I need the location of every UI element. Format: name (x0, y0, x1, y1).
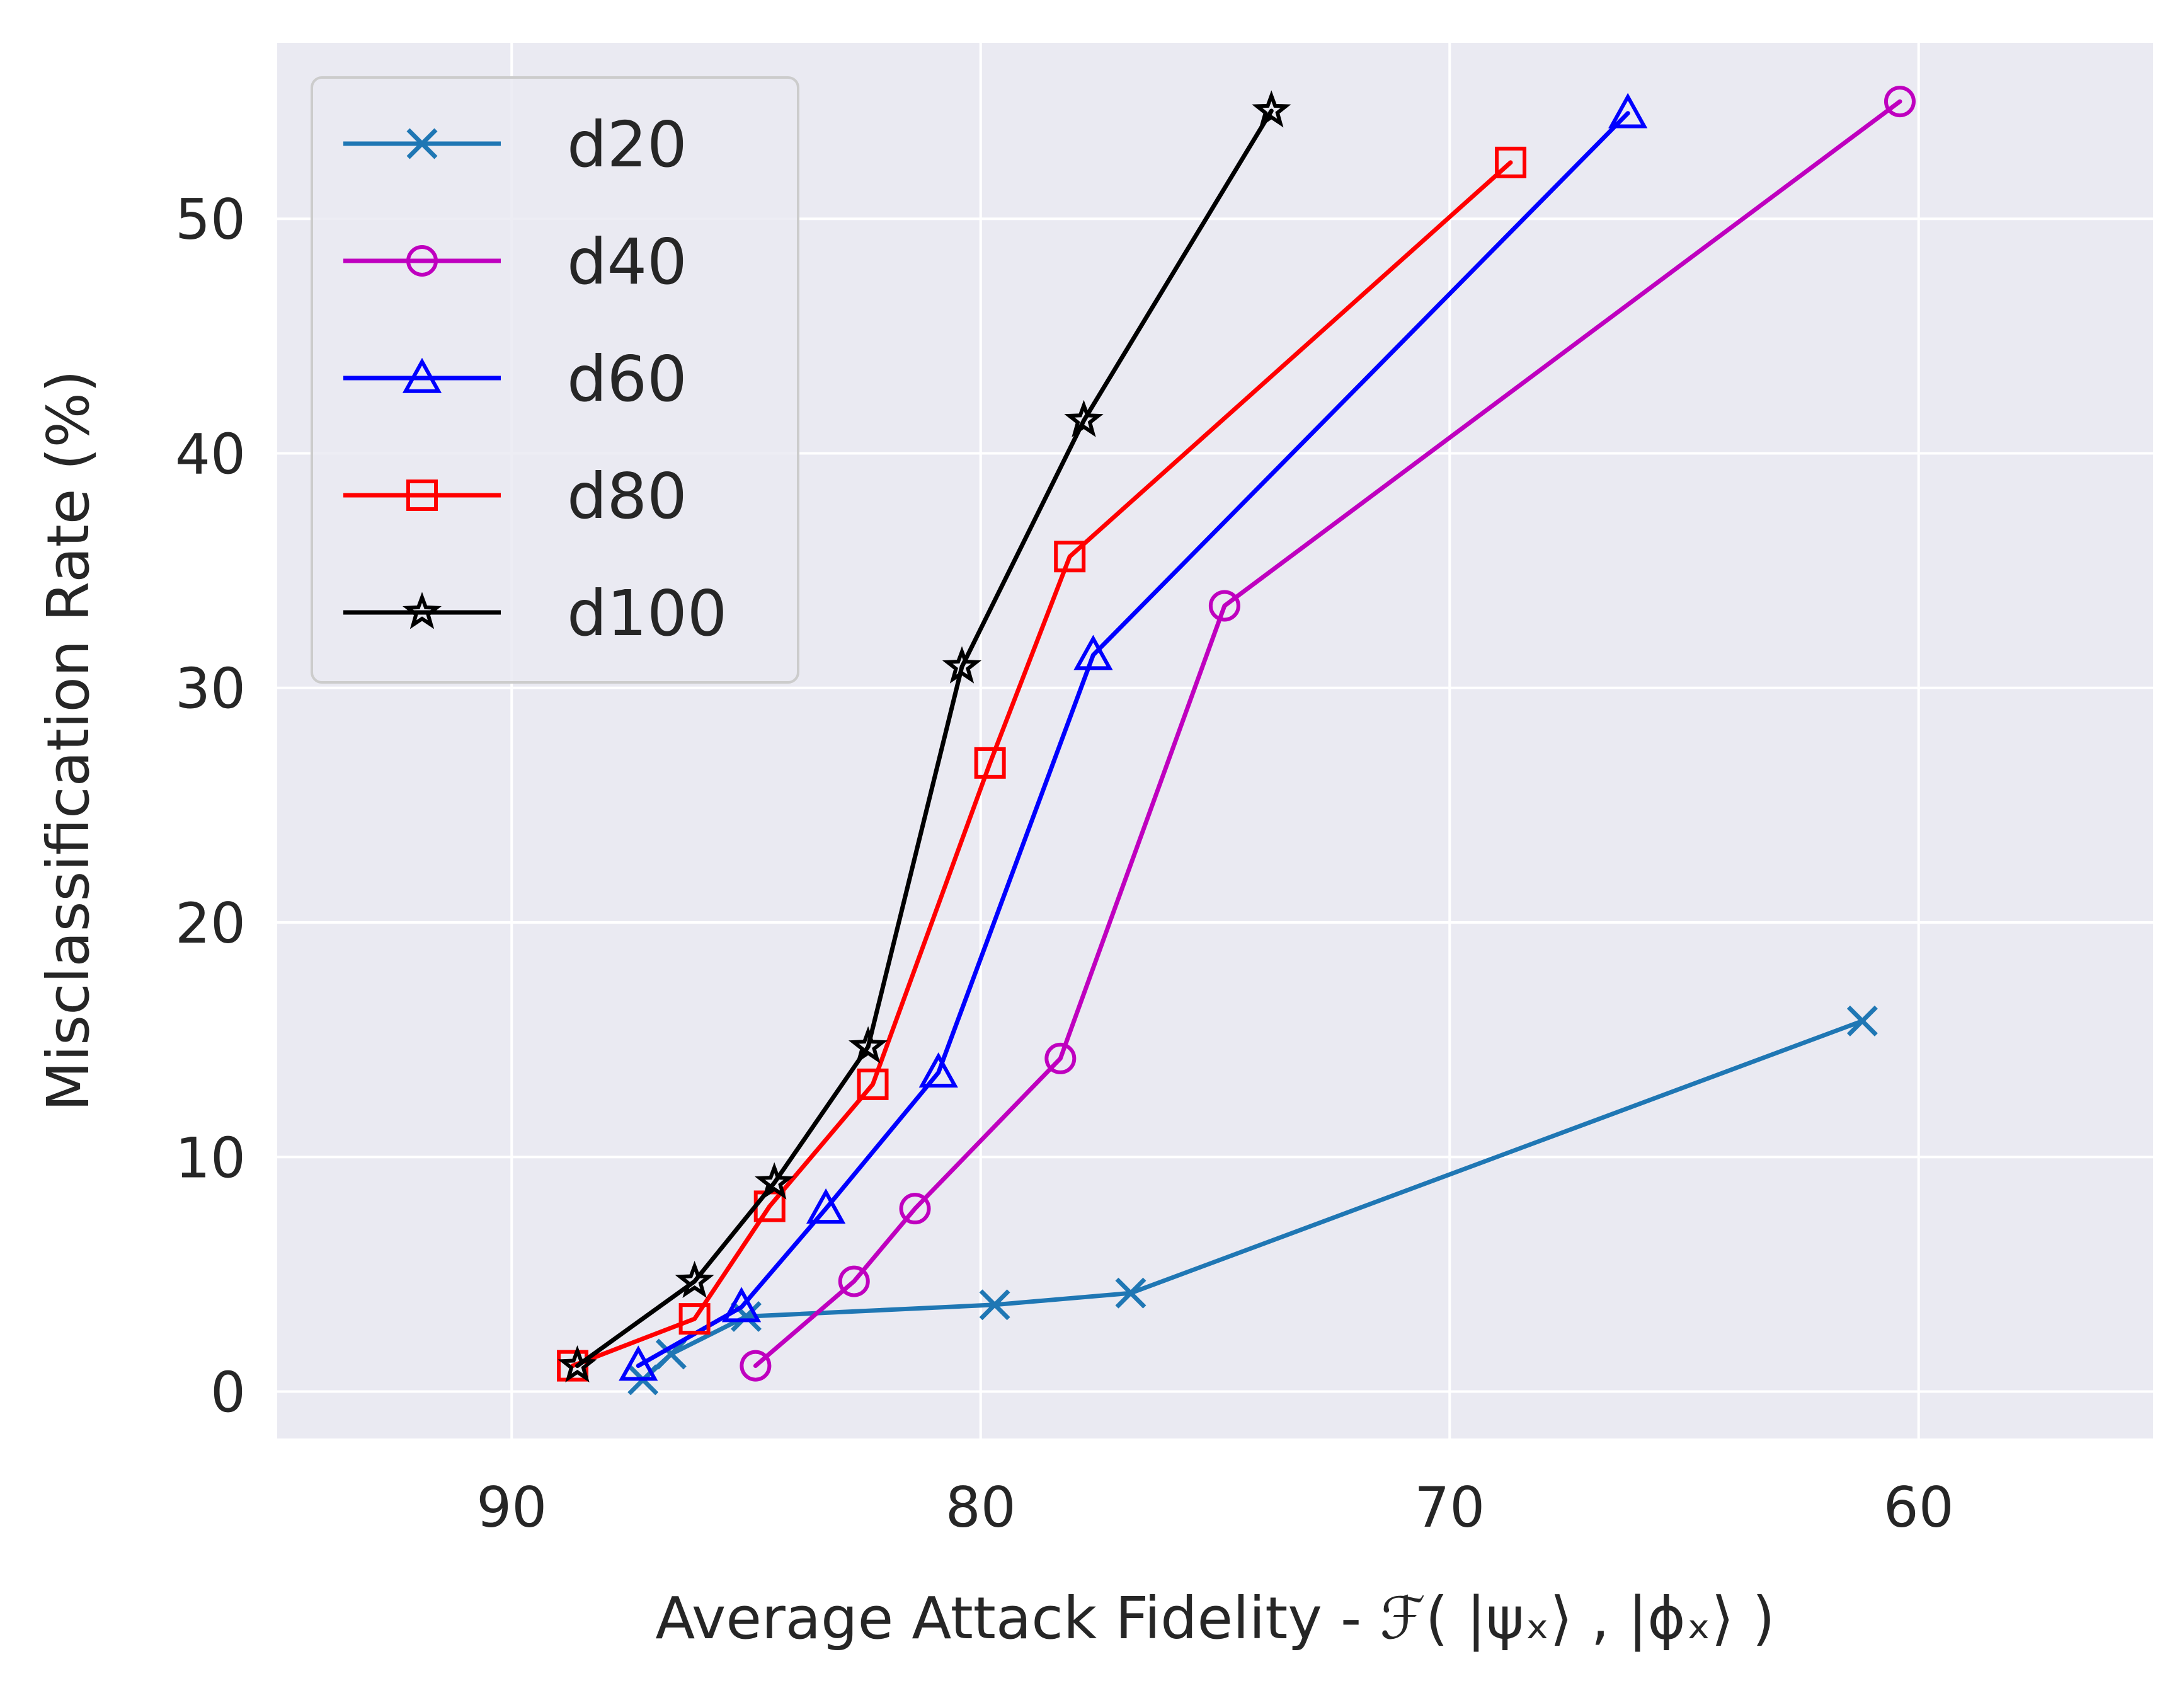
data-point-d60 (619, 1345, 658, 1381)
legend-entry-d20: d20 (343, 108, 687, 181)
x-tick-label: 70 (1414, 1475, 1485, 1540)
data-point-d80 (857, 1068, 889, 1100)
legend-marker (406, 245, 438, 277)
series-group (557, 86, 1916, 1396)
y-tick-label: 30 (175, 657, 246, 721)
data-point-d40 (899, 1193, 931, 1225)
x-tick-label: 80 (946, 1475, 1016, 1540)
y-tick-label: 20 (175, 891, 246, 956)
data-point-d100 (942, 646, 982, 684)
y-tick-labels: 0 10 20 30 40 50 (175, 187, 246, 1425)
x-tick-labels: 90 80 70 60 (476, 1475, 1953, 1540)
data-point-d40 (838, 1265, 870, 1297)
legend-marker (406, 128, 438, 159)
data-point-d60 (721, 1287, 762, 1323)
data-point-d40 (1884, 86, 1916, 118)
data-point-d20 (655, 1338, 687, 1370)
data-point-d80 (1054, 541, 1086, 573)
series-line-d80 (570, 160, 1513, 1369)
y-tick-label: 40 (175, 422, 246, 486)
y-tick-label: 10 (175, 1125, 246, 1190)
data-point-d60 (1608, 93, 1648, 129)
x-axis-title: Average Attack Fidelity - ℱ( |ψₓ⟩ , |ϕₓ⟩… (655, 1585, 1775, 1652)
legend-marker (402, 357, 442, 393)
data-point-d20 (1115, 1277, 1146, 1309)
data-point-d40 (740, 1350, 772, 1382)
data-point-d20 (979, 1289, 1010, 1321)
legend-label: d80 (567, 459, 687, 533)
data-point-d80 (974, 747, 1006, 779)
x-tick-label: 60 (1884, 1475, 1954, 1540)
legend-label: d40 (567, 225, 687, 299)
series-line-d40 (753, 99, 1902, 1369)
legend-label: d20 (567, 108, 687, 181)
data-point-d100 (557, 1345, 597, 1383)
data-point-d60 (1073, 634, 1113, 670)
data-point-d100 (1064, 399, 1104, 437)
legend: d20 d40 d60 d80 d100 (311, 76, 799, 684)
legend-entry-d60: d60 (343, 342, 687, 416)
data-point-d100 (848, 1026, 888, 1064)
y-tick-label: 0 (210, 1360, 246, 1425)
data-point-d80 (678, 1303, 711, 1335)
y-tick-label: 50 (175, 187, 246, 252)
legend-entry-d40: d40 (343, 225, 687, 299)
data-point-d60 (918, 1052, 958, 1088)
legend-label: d60 (567, 342, 687, 416)
data-point-d40 (1208, 590, 1240, 622)
data-point-d80 (1495, 146, 1527, 178)
series-d100 (557, 90, 1291, 1383)
series-line-d60 (636, 111, 1630, 1369)
data-point-d40 (1044, 1042, 1077, 1074)
legend-marker (402, 592, 442, 629)
data-point-d100 (755, 1162, 794, 1200)
data-point-d100 (675, 1260, 714, 1299)
y-axis-title: Misclassification Rate (%) (35, 370, 102, 1111)
grid-lines (277, 43, 2153, 1438)
series-d40 (740, 86, 1916, 1382)
data-point-d100 (1252, 90, 1291, 128)
legend-marker (406, 479, 438, 511)
series-d60 (619, 93, 1648, 1381)
legend-label: d100 (567, 577, 727, 650)
legend-entry-d80: d80 (343, 459, 687, 533)
legend-entry-d100: d100 (343, 577, 727, 650)
data-point-d20 (1846, 1005, 1878, 1036)
x-tick-label: 90 (476, 1475, 547, 1540)
data-point-d60 (806, 1188, 846, 1224)
series-line-d100 (575, 108, 1274, 1369)
legend-box (311, 76, 799, 684)
